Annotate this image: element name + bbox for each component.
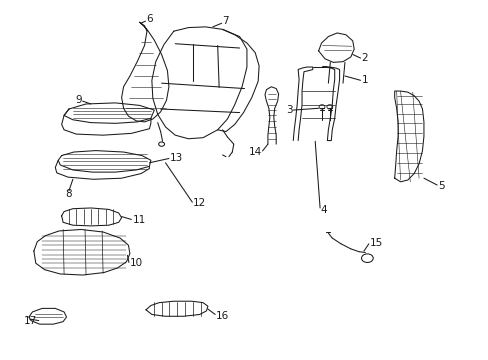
Text: 9: 9 <box>75 95 82 105</box>
Text: 15: 15 <box>369 238 383 248</box>
Text: 16: 16 <box>216 311 229 320</box>
Text: 11: 11 <box>132 215 145 225</box>
Text: 17: 17 <box>24 316 37 325</box>
Text: 12: 12 <box>193 198 206 208</box>
Text: 7: 7 <box>221 17 228 27</box>
Text: 5: 5 <box>437 181 444 192</box>
Text: 13: 13 <box>169 153 183 163</box>
Text: 2: 2 <box>361 53 367 63</box>
Text: 1: 1 <box>361 75 367 85</box>
Text: 3: 3 <box>285 105 292 115</box>
Text: 6: 6 <box>146 14 152 24</box>
Text: 4: 4 <box>320 206 326 216</box>
Text: 8: 8 <box>65 189 72 199</box>
Text: 10: 10 <box>130 258 143 268</box>
Text: 14: 14 <box>248 147 261 157</box>
